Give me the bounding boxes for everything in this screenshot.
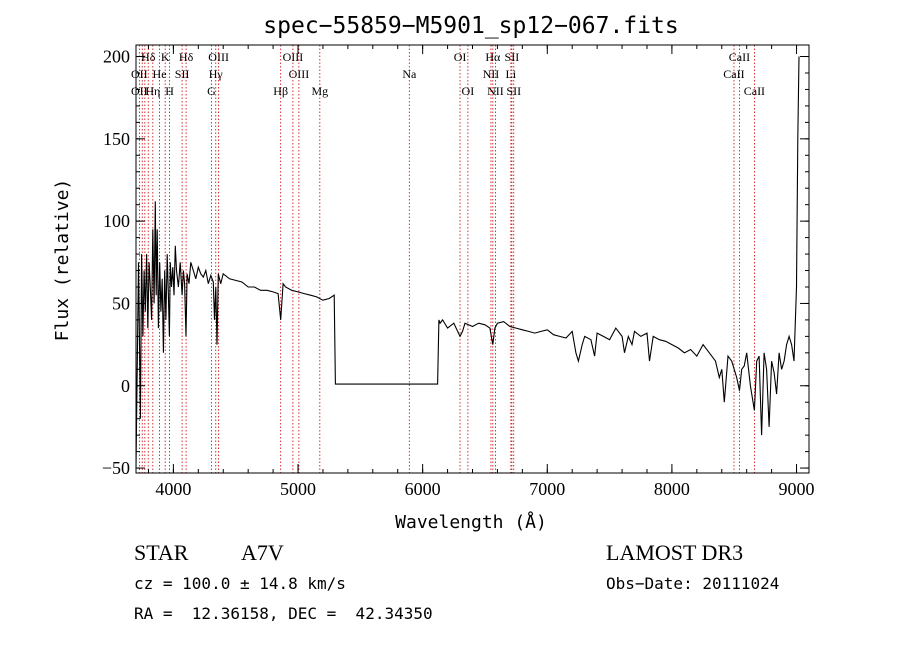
line-id-label: H <box>165 84 174 98</box>
line-id-label: OII <box>131 67 148 81</box>
y-tick-label: 100 <box>103 211 130 231</box>
line-id-label: Hβ <box>273 84 288 98</box>
spectrum-series <box>135 56 800 469</box>
line-id-label: Hδ <box>179 50 194 64</box>
y-axis: −50 0 50 100 150 200 <box>102 47 809 478</box>
line-id-label: OIII <box>208 50 229 64</box>
line-id-label: G <box>207 84 216 98</box>
emission-line-markers <box>138 45 755 473</box>
y-tick-label: 50 <box>112 293 130 313</box>
x-axis-label: Wavelength (Å) <box>395 511 547 533</box>
line-id-label: SII <box>505 50 520 64</box>
coordinates: RA = 12.36158, DEC = 42.34350 <box>134 604 433 623</box>
line-id-label: Li <box>506 67 517 81</box>
x-tick-label: 8000 <box>654 479 690 499</box>
emission-line-labels: Hδ K Hδ OIII OIII OI Hα SII CaII OII He SII Hγ OIII Na… <box>131 50 765 98</box>
line-id-label: NII <box>483 67 500 81</box>
x-tick-label: 5000 <box>280 479 316 499</box>
survey-name: LAMOST DR3 <box>606 540 744 565</box>
line-id-label: OIII <box>289 67 310 81</box>
object-subclass: A7V <box>241 540 284 565</box>
y-tick-label: 0 <box>121 376 130 396</box>
line-id-label: Hγ <box>209 67 224 81</box>
line-id-label: OII <box>131 84 148 98</box>
object-class: STAR <box>134 540 189 565</box>
line-id-label: CaII <box>744 84 765 98</box>
line-id-label: NII <box>487 84 504 98</box>
x-tick-label: 7000 <box>529 479 565 499</box>
line-id-label: OIII <box>283 50 304 64</box>
line-id-label: CaII <box>723 67 744 81</box>
line-id-label: OI <box>454 50 467 64</box>
line-id-label: Hη <box>145 84 160 98</box>
line-id-label: OI <box>462 84 475 98</box>
x-tick-label: 4000 <box>155 479 191 499</box>
chart-title: spec−55859−M5901_sp12−067.fits <box>263 13 678 39</box>
x-axis: 4000 5000 6000 7000 8000 9000 <box>147 45 815 499</box>
line-id-label: CaII <box>729 50 750 64</box>
line-id-label: SII <box>506 84 521 98</box>
y-tick-label: −50 <box>102 458 130 478</box>
line-id-label: Hα <box>485 50 501 64</box>
line-id-label: He <box>153 67 167 81</box>
x-tick-label: 6000 <box>405 479 441 499</box>
y-tick-label: 150 <box>103 129 130 149</box>
line-id-label: K <box>161 50 170 64</box>
line-id-label: Mg <box>311 84 328 98</box>
y-tick-label: 200 <box>103 47 130 67</box>
y-axis-label: Flux (relative) <box>52 179 73 342</box>
observation-date: Obs−Date: 20111024 <box>606 574 780 593</box>
redshift-velocity: cz = 100.0 ± 14.8 km/s <box>134 574 346 593</box>
plot-frame <box>135 44 810 474</box>
line-id-label: Hδ <box>141 50 156 64</box>
line-id-label: SII <box>175 67 190 81</box>
x-tick-label: 9000 <box>779 479 815 499</box>
line-id-label: Na <box>402 67 417 81</box>
